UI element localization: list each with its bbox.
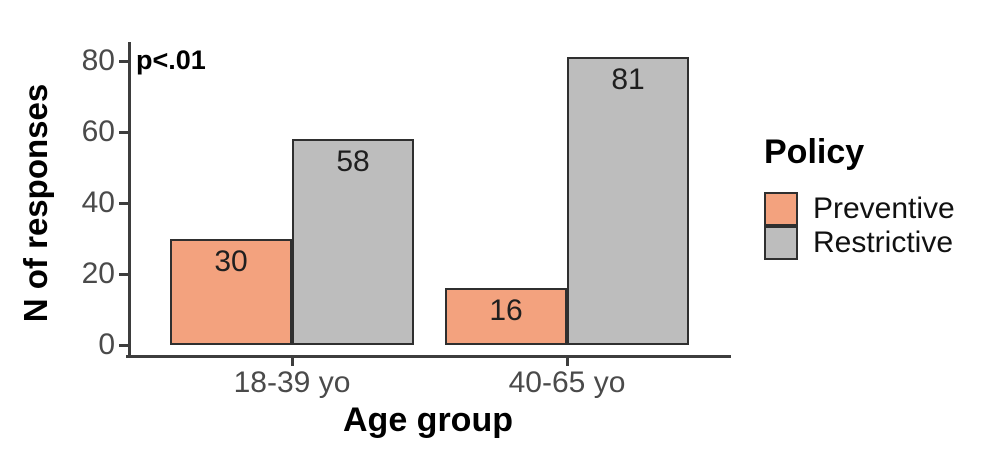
legend-item-preventive: Preventive [764, 192, 955, 226]
legend-label-restrictive: Restrictive [813, 226, 954, 259]
legend-item-restrictive: Restrictive [764, 226, 955, 260]
bar-restrictive-group1 [292, 139, 414, 345]
x-tick-mark-2 [565, 358, 569, 366]
legend-swatch-preventive-icon [764, 192, 798, 226]
y-tick-label-40: 40 [81, 186, 115, 219]
legend-label-preventive: Preventive [813, 192, 955, 225]
y-tick-mark-60 [119, 130, 128, 134]
y-tick-label-80: 80 [81, 44, 115, 77]
y-tick-label-60: 60 [81, 115, 115, 148]
x-axis-line [126, 355, 731, 358]
bar-value-label-restrictive-group1: 58 [336, 145, 370, 179]
y-tick-label-0: 0 [98, 328, 115, 361]
x-tick-label-2: 40-65 yo [508, 366, 626, 399]
x-axis-title: Age group [343, 401, 513, 439]
y-tick-mark-40 [119, 201, 128, 205]
p-value-annotation: p<.01 [136, 45, 206, 75]
y-tick-mark-20 [119, 272, 128, 276]
bar-restrictive-group2 [567, 57, 689, 345]
bar-value-label-preventive-group1: 30 [214, 244, 248, 278]
legend-title: Policy [764, 133, 865, 171]
y-axis-line [128, 42, 131, 358]
y-tick-mark-80 [119, 59, 128, 63]
y-tick-mark-0 [119, 343, 128, 347]
bar-value-label-restrictive-group2: 81 [611, 63, 645, 97]
bar-preventive-group1 [170, 238, 292, 345]
bar-preventive-group2 [445, 288, 567, 345]
legend-swatch-restrictive-icon [764, 226, 798, 260]
bar-value-label-preventive-group2: 16 [489, 294, 523, 328]
y-tick-label-20: 20 [81, 257, 115, 290]
x-tick-mark-1 [290, 358, 294, 366]
x-tick-label-1: 18-39 yo [233, 366, 351, 399]
legend: Policy Preventive Restrictive [764, 133, 955, 260]
